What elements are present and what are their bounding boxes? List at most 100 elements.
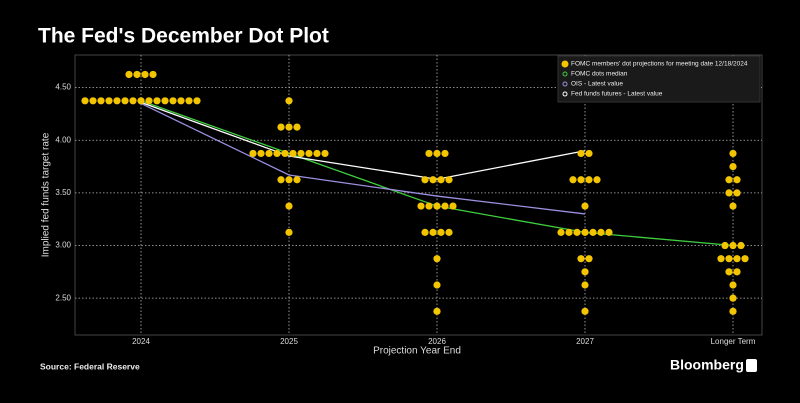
dot bbox=[569, 176, 577, 184]
dot bbox=[425, 149, 433, 158]
dot bbox=[153, 97, 161, 105]
dot bbox=[429, 228, 437, 236]
dot bbox=[725, 255, 733, 263]
legend-label: FOMC dots median bbox=[571, 71, 628, 78]
legend-marker bbox=[562, 71, 568, 77]
dot bbox=[129, 97, 137, 105]
dot bbox=[581, 202, 589, 210]
y-tick-label: 3.50 bbox=[55, 188, 71, 197]
dot bbox=[725, 176, 733, 184]
dot bbox=[249, 149, 257, 158]
dot bbox=[433, 255, 441, 263]
dot bbox=[577, 176, 585, 184]
dot bbox=[449, 202, 457, 210]
dot bbox=[581, 268, 589, 276]
dot bbox=[725, 189, 733, 197]
dot bbox=[433, 281, 441, 289]
dot bbox=[97, 97, 105, 105]
dot bbox=[125, 70, 133, 79]
dot bbox=[581, 281, 589, 289]
dot bbox=[321, 149, 329, 158]
dot bbox=[421, 228, 429, 236]
dot bbox=[441, 149, 449, 158]
dot bbox=[733, 255, 741, 263]
dot bbox=[729, 202, 737, 210]
dot bbox=[729, 149, 737, 158]
legend-box bbox=[557, 55, 761, 103]
dot bbox=[89, 97, 97, 105]
series-line bbox=[140, 101, 586, 180]
dot bbox=[281, 149, 289, 158]
dot bbox=[285, 228, 293, 236]
dot bbox=[193, 97, 201, 105]
x-tick-label: 2027 bbox=[576, 337, 594, 346]
dot bbox=[273, 149, 281, 158]
x-tick-label: 2024 bbox=[132, 337, 150, 346]
dot bbox=[729, 307, 737, 315]
dot bbox=[293, 123, 301, 131]
brand: Bloomberg bbox=[670, 357, 744, 373]
dot bbox=[741, 255, 749, 263]
dot bbox=[717, 255, 725, 263]
dot bbox=[113, 97, 121, 105]
x-axis-label: Projection Year End bbox=[373, 346, 461, 357]
dot bbox=[593, 176, 601, 184]
dot bbox=[169, 97, 177, 105]
dot bbox=[297, 149, 305, 158]
dot bbox=[581, 307, 589, 315]
dot bbox=[121, 97, 129, 105]
dot bbox=[585, 255, 593, 263]
dot bbox=[585, 176, 593, 184]
dot bbox=[733, 189, 741, 197]
dot bbox=[185, 97, 193, 105]
x-tick-label: 2025 bbox=[280, 337, 298, 346]
dot bbox=[421, 176, 429, 184]
source: Source: Federal Reserve bbox=[40, 361, 140, 371]
y-axis-label: Implied fed funds target rate bbox=[41, 132, 52, 257]
dot bbox=[725, 268, 733, 276]
dot bbox=[441, 202, 449, 210]
dot bbox=[565, 228, 573, 236]
brand-icon bbox=[746, 359, 757, 372]
dot bbox=[433, 202, 441, 210]
dot bbox=[585, 149, 593, 158]
dot bbox=[733, 268, 741, 276]
dot bbox=[265, 149, 273, 158]
dot bbox=[105, 97, 113, 105]
dot bbox=[597, 228, 605, 236]
dot bbox=[285, 202, 293, 210]
legend-marker bbox=[562, 81, 568, 87]
series-line bbox=[140, 102, 586, 215]
y-tick-label: 4.50 bbox=[55, 83, 71, 92]
dot bbox=[161, 97, 169, 105]
dot bbox=[285, 176, 293, 184]
dot bbox=[589, 228, 597, 236]
dot bbox=[721, 241, 729, 250]
y-tick-label: 4.00 bbox=[55, 135, 71, 144]
dot bbox=[417, 202, 425, 210]
y-tick-label: 2.50 bbox=[55, 293, 71, 302]
x-tick-label: Longer Term bbox=[711, 337, 756, 346]
dot bbox=[429, 176, 437, 184]
dot bbox=[425, 202, 433, 210]
dot bbox=[729, 281, 737, 289]
dot bbox=[581, 228, 589, 236]
legend-label: OIS - Latest value bbox=[571, 81, 623, 88]
dot bbox=[729, 241, 737, 250]
dot bbox=[557, 228, 565, 236]
dot bbox=[149, 70, 157, 79]
dot bbox=[145, 97, 153, 105]
chart-title: The Fed's December Dot Plot bbox=[38, 25, 329, 48]
dot bbox=[277, 123, 285, 131]
dot bbox=[577, 149, 585, 158]
dot bbox=[733, 176, 741, 184]
dot bbox=[257, 149, 265, 158]
dot bbox=[293, 176, 301, 184]
dot bbox=[137, 97, 145, 105]
dot bbox=[133, 70, 141, 79]
dot bbox=[285, 97, 293, 105]
dot bbox=[141, 70, 149, 79]
dot bbox=[437, 176, 445, 184]
dot bbox=[305, 149, 313, 158]
